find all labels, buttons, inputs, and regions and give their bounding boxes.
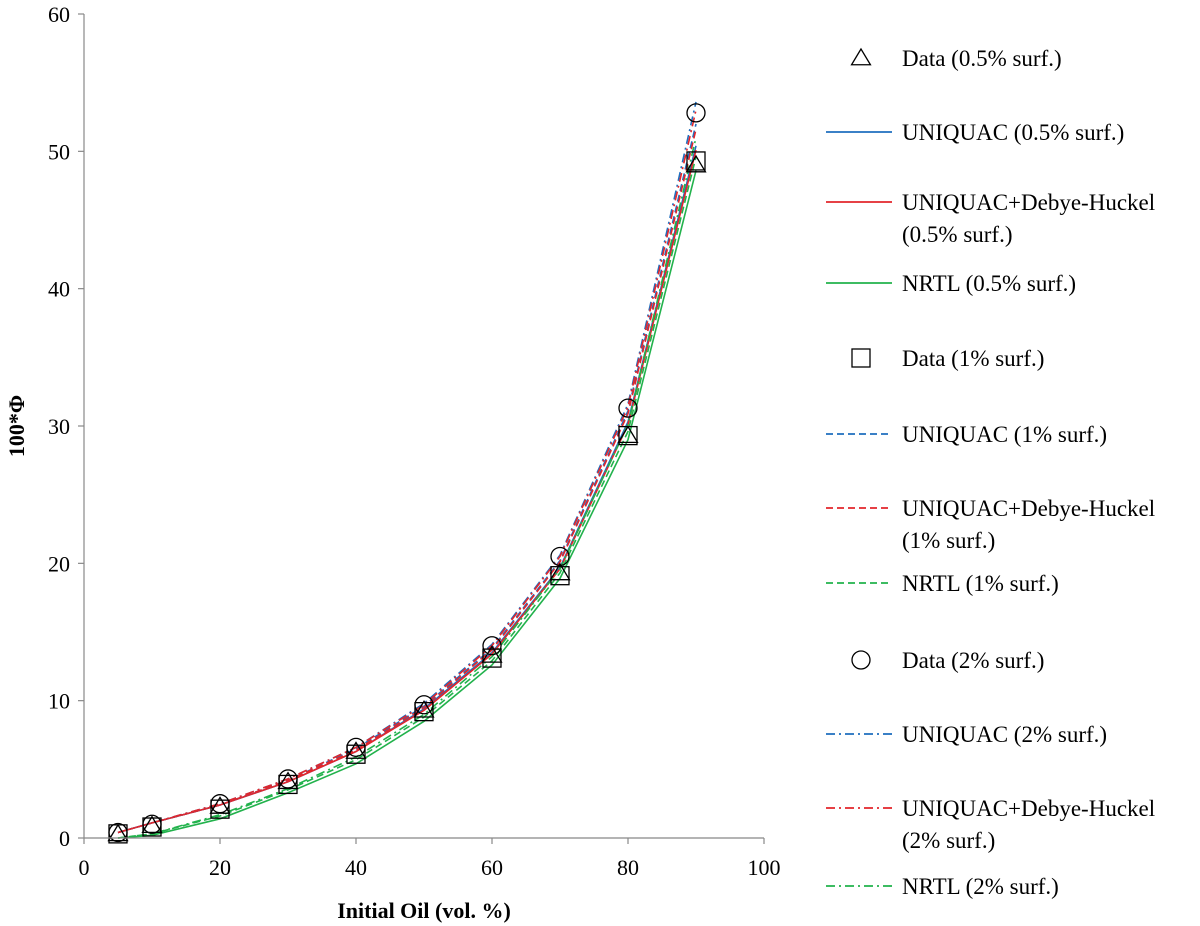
y-tick-label: 50 [48, 139, 70, 164]
data-point-triangle [481, 645, 503, 663]
data-point-square [550, 566, 570, 586]
x-tick-label: 80 [617, 855, 639, 880]
data-point-triangle [345, 741, 367, 759]
x-tick-label: 100 [748, 855, 781, 880]
legend-label: Data (0.5% surf.) [902, 46, 1062, 71]
legend-label: UNIQUAC+Debye-Huckel (0.5% surf.) [902, 190, 1155, 247]
legend-item-6: UNIQUAC (1% surf.) [826, 422, 1107, 447]
legend-item-12: NRTL (2% surf.) [826, 874, 1059, 899]
x-tick-label: 0 [79, 855, 90, 880]
data-point-square [686, 151, 706, 171]
data-point-triangle [549, 562, 571, 581]
legend: Data (0.5% surf.) UNIQUAC (0.5% surf.) UNI… [826, 46, 1155, 899]
data-point-circle [210, 794, 230, 814]
series-line-3 [117, 149, 697, 834]
legend-label: NRTL (2% surf.) [902, 874, 1059, 899]
data-point-square [414, 702, 434, 722]
y-tick-label: 10 [48, 689, 70, 714]
y-tick-label: 40 [48, 277, 70, 302]
legend-item-7: UNIQUAC+Debye-Huckel (1% surf.) [826, 496, 1155, 553]
data-point-circle [618, 398, 638, 418]
legend-item-8: NRTL (1% surf.) [826, 571, 1059, 596]
data-point-square [210, 799, 230, 819]
data-point-triangle [413, 700, 435, 718]
plot-series-lines [117, 101, 697, 839]
data-point-triangle [685, 154, 707, 173]
data-point-square [278, 774, 298, 795]
data-series-9 [108, 103, 706, 843]
legend-swatch-circle [851, 650, 871, 670]
legend-item-3: UNIQUAC+Debye-Huckel (0.5% surf.) [826, 190, 1155, 247]
legend-label: UNIQUAC (1% surf.) [902, 422, 1107, 447]
legend-label: UNIQUAC+Debye-Huckel (1% surf.) [902, 496, 1155, 553]
y-axis-title: 100*Φ [4, 395, 29, 457]
x-tick-label: 40 [345, 855, 367, 880]
y-tick-label: 60 [48, 2, 70, 27]
legend-item-11: UNIQUAC+Debye-Huckel (2% surf.) [826, 796, 1155, 853]
data-point-square [346, 744, 366, 764]
y-tick-label: 30 [48, 414, 70, 439]
data-series-5 [108, 151, 706, 844]
legend-label: Data (1% surf.) [902, 346, 1044, 371]
legend-item-10: UNIQUAC (2% surf.) [826, 722, 1107, 747]
data-point-circle [346, 737, 366, 758]
legend-item-9: Data (2% surf.) [851, 648, 1044, 673]
data-point-circle [142, 814, 162, 834]
legend-item-5: Data (1% surf.) [851, 346, 1044, 371]
legend-label: UNIQUAC+Debye-Huckel (2% surf.) [902, 796, 1155, 853]
axes [78, 13, 765, 844]
data-point-triangle [107, 823, 129, 842]
data-point-square [482, 648, 502, 668]
y-tick-label: 20 [48, 551, 70, 576]
legend-label: NRTL (1% surf.) [902, 571, 1059, 596]
series-line-8 [117, 156, 697, 839]
series-line-10 [117, 101, 697, 834]
tick-labels: 0 10 20 30 40 50 60 0 20 40 60 80 100 [48, 2, 781, 880]
data-point-triangle [141, 815, 163, 834]
x-axis-title: Initial Oil (vol. %) [337, 898, 511, 923]
data-point-circle [414, 695, 434, 715]
data-point-circle [482, 636, 502, 656]
data-series-1 [107, 154, 707, 842]
x-tick-label: 60 [481, 855, 503, 880]
data-point-triangle [617, 425, 639, 444]
legend-label: NRTL (0.5% surf.) [902, 271, 1076, 296]
legend-label: UNIQUAC (2% surf.) [902, 722, 1107, 747]
legend-swatch-triangle [850, 47, 872, 66]
series-line-11 [117, 109, 697, 834]
legend-item-1: Data (0.5% surf.) [850, 46, 1062, 71]
series-line-4 [117, 170, 697, 839]
x-tick-label: 20 [209, 855, 231, 880]
legend-swatch-square [851, 348, 871, 368]
series-line-12 [117, 137, 697, 839]
y-tick-label: 0 [59, 826, 70, 851]
legend-item-4: NRTL (0.5% surf.) [826, 271, 1076, 296]
data-point-circle [550, 546, 570, 567]
legend-label: Data (2% surf.) [902, 648, 1044, 673]
legend-item-2: UNIQUAC (0.5% surf.) [826, 120, 1124, 145]
data-point-circle [278, 769, 298, 789]
data-point-circle [108, 822, 128, 843]
plot-data-markers [107, 103, 707, 844]
data-point-square [618, 425, 638, 446]
data-point-circle [686, 103, 706, 123]
series-line-2 [117, 145, 697, 834]
legend-label: UNIQUAC (0.5% surf.) [902, 120, 1124, 145]
